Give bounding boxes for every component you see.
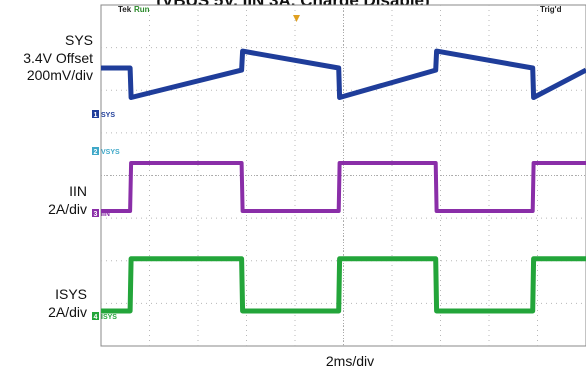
marker-name: SYS bbox=[101, 112, 115, 119]
channel-markers: 1 SYS 2 VSYS 3 IIN 4 ISYS bbox=[92, 110, 120, 321]
header-brand: Tek bbox=[118, 5, 132, 14]
trace-isys bbox=[101, 256, 586, 314]
trace-iin bbox=[101, 161, 586, 213]
marker-name: IIN bbox=[101, 211, 110, 218]
marker-sys: 1 SYS bbox=[92, 110, 115, 119]
marker-vsys: 2 VSYS bbox=[92, 147, 120, 156]
x-axis-label: 2ms/div bbox=[325, 353, 375, 369]
iin-label-name: IIN bbox=[69, 183, 87, 199]
marker-badge bbox=[92, 312, 99, 320]
marker-channel: 1 bbox=[94, 112, 98, 119]
sys-label-offset: 3.4V Offset bbox=[23, 50, 93, 66]
marker-channel: 2 bbox=[94, 149, 98, 156]
marker-iin: 3 IIN bbox=[92, 209, 110, 218]
marker-channel: 4 bbox=[94, 314, 98, 321]
sys-label-scale: 200mV/div bbox=[26, 67, 93, 83]
isys-label-scale: 2A/div bbox=[48, 304, 87, 320]
marker-name: VSYS bbox=[101, 149, 120, 156]
marker-isys: 4 ISYS bbox=[92, 312, 117, 321]
marker-badge bbox=[92, 147, 99, 155]
marker-badge bbox=[92, 110, 99, 118]
iin-label-scale: 2A/div bbox=[48, 201, 87, 217]
traces bbox=[101, 48, 586, 314]
marker-name: ISYS bbox=[101, 314, 117, 321]
header-trigger: Trig'd bbox=[540, 5, 562, 14]
trigger-position-icon bbox=[293, 15, 300, 22]
marker-channel: 3 bbox=[94, 211, 98, 218]
marker-badge bbox=[92, 209, 99, 217]
header-mode: Run bbox=[134, 5, 150, 14]
trace-sys bbox=[101, 48, 586, 100]
isys-label-name: ISYS bbox=[55, 286, 87, 302]
sys-label-name: SYS bbox=[64, 32, 93, 48]
